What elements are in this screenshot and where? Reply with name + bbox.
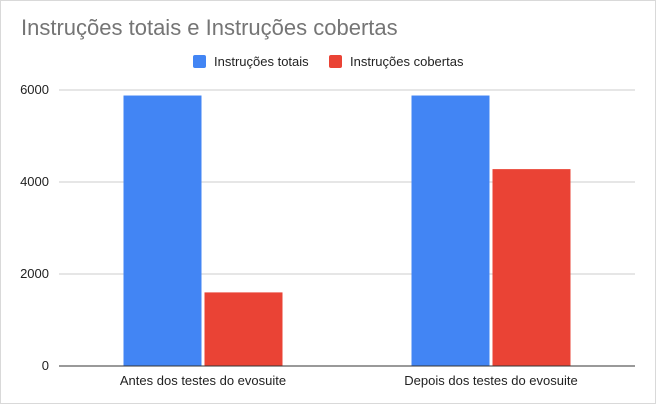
- bar-series-1-2[interactable]: [411, 95, 490, 367]
- y-tick-label: 0: [42, 358, 49, 373]
- bar-series-2-2[interactable]: [492, 169, 571, 366]
- y-tick-label: 4000: [20, 174, 49, 189]
- chart-legend: Instruções totais Instruções cobertas: [1, 54, 656, 72]
- bar-series-1-1[interactable]: [123, 95, 202, 367]
- x-tick-label: Antes dos testes do evosuite: [120, 373, 286, 388]
- legend-item-series-2[interactable]: Instruções cobertas: [329, 54, 463, 69]
- chart-title: Instruções totais e Instruções cobertas: [21, 15, 398, 40]
- legend-item-series-1[interactable]: Instruções totais: [193, 54, 309, 69]
- x-tick-label: Depois dos testes do evosuite: [404, 373, 577, 388]
- bar-series-2-1[interactable]: [204, 292, 283, 366]
- legend-swatch-series-1: [193, 55, 206, 68]
- legend-label-series-1: Instruções totais: [214, 54, 309, 69]
- legend-label-series-2: Instruções cobertas: [350, 54, 464, 69]
- y-tick-label: 6000: [20, 82, 49, 97]
- legend-swatch-series-2: [329, 55, 342, 68]
- y-tick-label: 2000: [20, 266, 49, 281]
